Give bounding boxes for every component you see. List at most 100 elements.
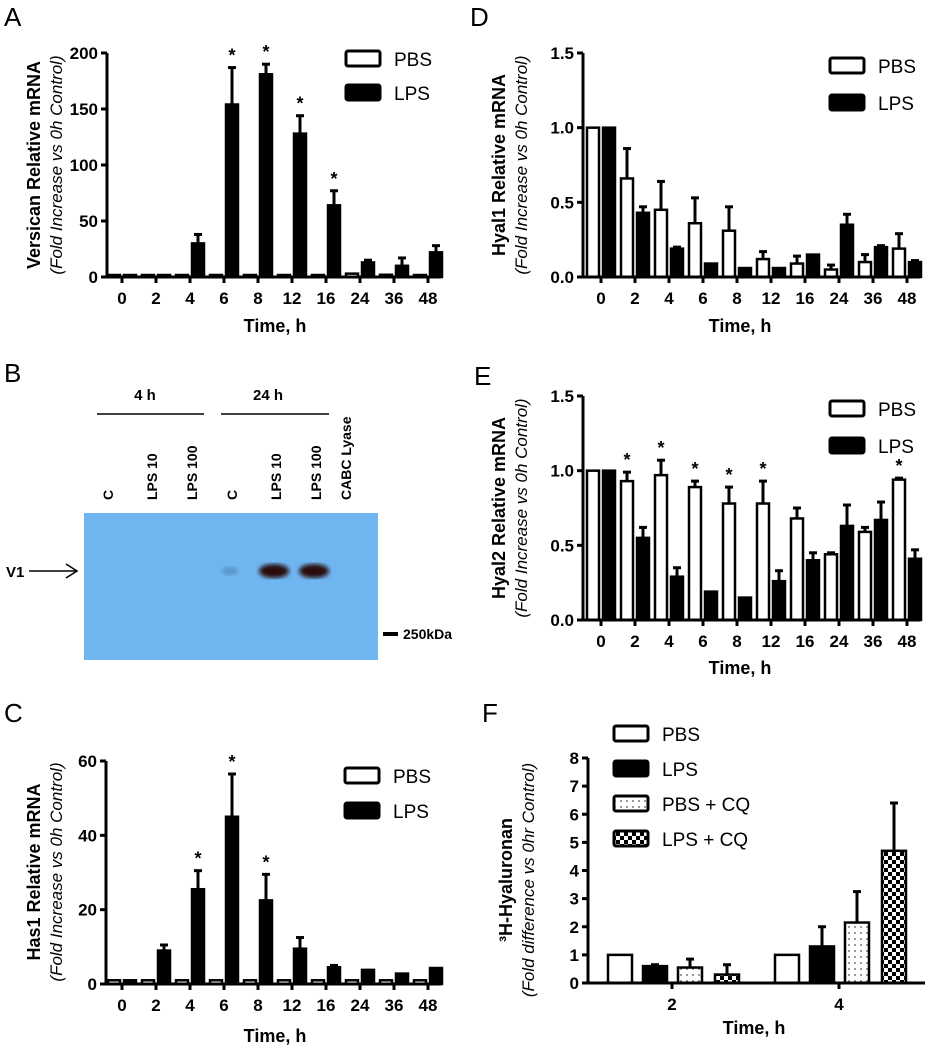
- bar-lps: [703, 262, 719, 279]
- legend: PBS LPS: [828, 399, 916, 458]
- x-tick-label: 0: [117, 996, 126, 1015]
- y-tick-label: 100: [70, 156, 98, 175]
- x-tick-label: 24: [351, 996, 370, 1015]
- protein-band: [222, 567, 238, 575]
- x-tick-label: 24: [351, 289, 370, 308]
- bar-pbs: [755, 502, 771, 622]
- legend-label: PBS: [878, 57, 916, 78]
- bar-lps: [292, 947, 308, 986]
- y-tick-label: 0.0: [550, 611, 574, 630]
- x-tick-label: 4: [664, 632, 674, 651]
- y-tick-label: 1.0: [550, 119, 574, 138]
- legend-swatch: [612, 829, 650, 848]
- legend-label: PBS: [662, 725, 700, 746]
- legend-label: LPS: [878, 94, 914, 115]
- y-axis-subtitle: (Fold Increase vs 0h Control): [512, 398, 531, 617]
- y-axis-subtitle: (Fold difference vs 0hr Control): [519, 763, 538, 997]
- y-axis-title: ³H-Hyaluronan: [496, 818, 516, 942]
- y-tick-label: 8: [570, 749, 579, 768]
- panel-letter-e: E: [474, 361, 491, 391]
- protein-band: [259, 564, 289, 578]
- bar-lps: [224, 815, 240, 986]
- x-tick-label: 16: [317, 996, 336, 1015]
- bar-lps: [907, 260, 923, 279]
- y-tick-label: 1: [570, 946, 579, 965]
- x-tick-label: 6: [219, 996, 228, 1015]
- x-tick-label: 2: [667, 995, 676, 1014]
- y-tick-label: 5: [570, 833, 579, 852]
- legend-swatch: [612, 759, 650, 778]
- x-tick-label: 48: [419, 289, 438, 308]
- blot-membrane: [84, 513, 378, 660]
- lane-label: C: [100, 490, 116, 500]
- bar-pbs: [585, 126, 601, 279]
- y-tick-label: 0: [88, 975, 97, 994]
- bar-lps: [635, 536, 651, 622]
- legend-label: LPS + CQ: [662, 830, 748, 851]
- bar-lps: [258, 73, 274, 279]
- x-tick-label: 6: [698, 289, 707, 308]
- bar-lps: [737, 596, 753, 622]
- bar-lps: [190, 242, 206, 279]
- y-tick-label: 20: [78, 901, 97, 920]
- bar-lps: [669, 575, 685, 622]
- y-tick-label: 150: [70, 100, 98, 119]
- legend-label: LPS: [662, 760, 698, 781]
- lane-label: CABC Lyase: [338, 416, 354, 500]
- x-tick-label: 4: [185, 996, 195, 1015]
- y-tick-label: 50: [79, 212, 98, 231]
- bar-pbs: [687, 221, 703, 279]
- significance-star: *: [759, 459, 766, 479]
- bar-pbs: [789, 262, 805, 279]
- bar-pbs: [585, 469, 601, 622]
- panel-letter-f: F: [482, 698, 498, 728]
- significance-star: *: [262, 852, 269, 872]
- bar-lps: [635, 211, 651, 279]
- marker-dash: [383, 632, 398, 636]
- x-tick-label: 24: [830, 632, 849, 651]
- y-axis-subtitle: (Fold Increase vs 0h Control): [512, 55, 531, 274]
- bar-pbs: [606, 953, 634, 985]
- bar-lps: [873, 518, 889, 622]
- panel-letter-c: C: [4, 698, 23, 728]
- x-tick-label: 12: [762, 289, 781, 308]
- x-tick-label: 8: [732, 632, 741, 651]
- x-tick-label: 8: [253, 289, 262, 308]
- bar-lps: [394, 972, 410, 986]
- x-axis-title: Time, h: [723, 1018, 786, 1038]
- legend-label: PBS: [878, 400, 916, 421]
- x-axis-title: Time, h: [244, 316, 307, 336]
- bar-lps: [224, 103, 240, 279]
- bar-pbs: [653, 473, 669, 622]
- x-tick-label: 12: [762, 632, 781, 651]
- x-tick-label: 48: [898, 632, 917, 651]
- y-tick-label: 0.5: [550, 193, 574, 212]
- y-tick-label: 40: [78, 826, 97, 845]
- bar-lps: [258, 899, 274, 986]
- bar-lps: [805, 559, 821, 622]
- bar-lps: [907, 557, 923, 622]
- bar-lps: [326, 204, 342, 279]
- x-axis-title: Time, h: [709, 658, 772, 678]
- bar-lps: [360, 968, 376, 986]
- y-axis-title: Hyal1 Relative mRNA: [489, 74, 509, 256]
- bar-lps: [190, 887, 206, 986]
- x-tick-label: 2: [630, 632, 639, 651]
- bar-pbs: [891, 247, 907, 279]
- y-axis-title: Hyal2 Relative mRNA: [489, 417, 509, 599]
- arrow-head-icon: [65, 563, 79, 579]
- bar-lps: [601, 469, 617, 622]
- y-tick-label: 6: [570, 805, 579, 824]
- significance-star: *: [194, 849, 201, 869]
- x-tick-label: 2: [151, 996, 160, 1015]
- x-tick-label: 0: [596, 289, 605, 308]
- band-label-v1: V1: [6, 564, 24, 581]
- western-blot-panel: 4 h 24 h C LPS 10 LPS 100 C LPS 10 LPS 100 CABC …: [6, 387, 452, 660]
- legend-swatch: [343, 766, 381, 785]
- bar-pbs: [653, 208, 669, 279]
- x-tick-label: 8: [253, 996, 262, 1015]
- legend-label: LPS: [878, 437, 914, 458]
